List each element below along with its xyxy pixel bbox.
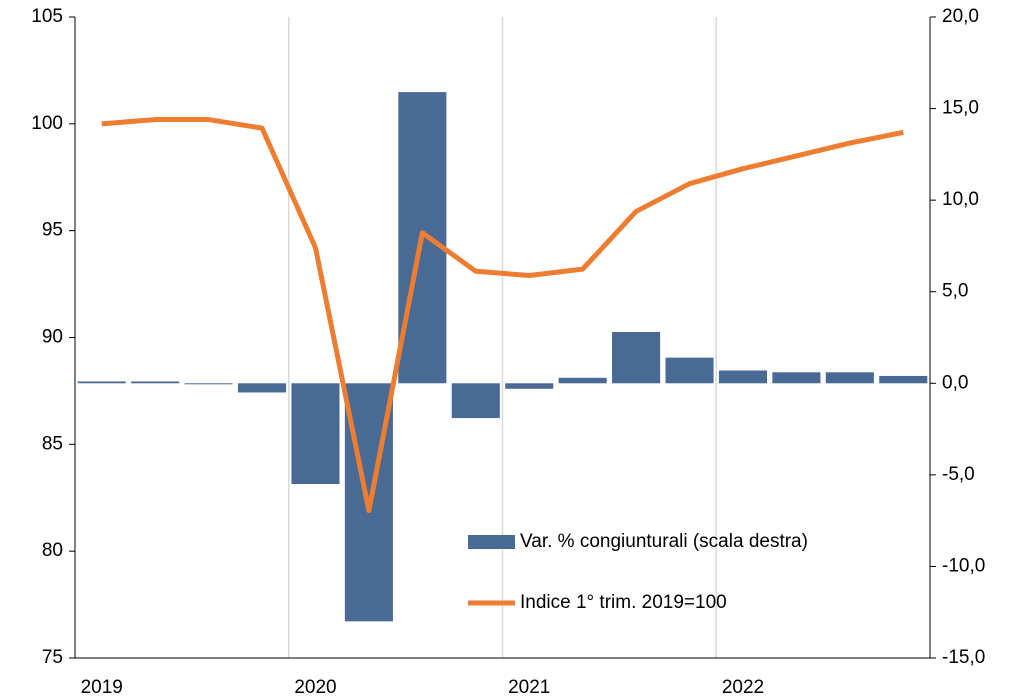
- bar: [718, 370, 768, 384]
- y2-tick-label: 0,0: [942, 372, 968, 393]
- y2-tick-label: -15,0: [942, 647, 985, 668]
- bar: [237, 383, 287, 393]
- bar: [505, 383, 554, 389]
- y-tick-label: 105: [31, 6, 63, 27]
- bar: [131, 381, 180, 384]
- y2-tick-label: 15,0: [942, 98, 979, 119]
- bar: [825, 372, 874, 384]
- y2-tick-label: 20,0: [942, 6, 979, 27]
- y2-tick-label: -5,0: [942, 464, 975, 485]
- y-tick-label: 90: [42, 327, 63, 348]
- x-tick-label: 2019: [81, 677, 123, 698]
- x-tick-label: 2021: [508, 677, 550, 698]
- bar: [184, 383, 233, 385]
- y-tick-label: 85: [42, 433, 63, 454]
- y2-tick-label: 10,0: [942, 189, 979, 210]
- x-tick-label: 2022: [722, 677, 764, 698]
- bar: [291, 383, 340, 485]
- legend-swatch: [468, 535, 515, 549]
- bar: [665, 357, 714, 384]
- legend-label: Indice 1° trim. 2019=100: [520, 592, 727, 613]
- bar: [772, 372, 821, 384]
- y-tick-label: 100: [31, 113, 63, 134]
- bar: [879, 375, 928, 384]
- legend-label: Var. % congiunturali (scala destra): [520, 531, 808, 552]
- y-tick-label: 95: [42, 220, 63, 241]
- bar: [558, 377, 607, 384]
- y2-tick-label: 5,0: [942, 281, 968, 302]
- y2-tick-label: -10,0: [942, 555, 985, 576]
- bar: [77, 381, 126, 384]
- bar: [612, 332, 661, 384]
- y-tick-label: 75: [42, 647, 63, 668]
- y-tick-label: 80: [42, 540, 63, 561]
- bar: [451, 383, 500, 419]
- line: [101, 117, 904, 514]
- x-tick-label: 2020: [294, 677, 336, 698]
